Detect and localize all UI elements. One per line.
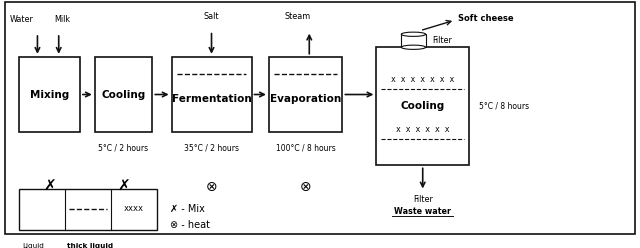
Text: Mixing: Mixing	[30, 90, 69, 99]
Text: x x x x x x: x x x x x x	[396, 125, 449, 134]
Text: ⊗: ⊗	[300, 180, 312, 194]
Bar	[269, 57, 342, 132]
Text: Soft cheese: Soft cheese	[458, 14, 514, 23]
Text: 5°C / 2 hours: 5°C / 2 hours	[99, 143, 148, 152]
Text: thick liquid: thick liquid	[67, 243, 113, 248]
Text: xxxx: xxxx	[124, 204, 144, 213]
Bar	[95, 57, 152, 132]
Ellipse shape	[401, 32, 426, 36]
Text: 35°C / 2 hours: 35°C / 2 hours	[184, 143, 239, 152]
Text: 5°C / 8 hours: 5°C / 8 hours	[479, 102, 529, 111]
Text: 100°C / 8 hours: 100°C / 8 hours	[276, 143, 335, 152]
Ellipse shape	[401, 45, 426, 49]
Text: Filter: Filter	[432, 36, 452, 45]
Text: ⊗ - heat: ⊗ - heat	[170, 220, 210, 230]
Text: ✗: ✗	[44, 179, 56, 194]
Text: Salt: Salt	[204, 12, 220, 21]
Bar	[401, 34, 426, 47]
Bar	[19, 189, 157, 230]
Text: Cooling: Cooling	[401, 101, 445, 111]
Text: Fermentation: Fermentation	[172, 94, 252, 104]
Text: Water: Water	[10, 15, 33, 24]
Text: Waste water: Waste water	[394, 207, 451, 216]
Text: Steam: Steam	[285, 12, 311, 21]
Text: Milk: Milk	[54, 15, 70, 24]
Bar	[19, 57, 80, 132]
Text: Cooling: Cooling	[101, 90, 146, 99]
Text: Filter: Filter	[413, 195, 433, 204]
Text: Evaporation: Evaporation	[270, 94, 341, 104]
Bar	[172, 57, 252, 132]
Text: ⊗: ⊗	[205, 180, 218, 194]
Text: x x x x x x x: x x x x x x x	[391, 75, 454, 84]
Bar	[376, 47, 469, 165]
Text: ✗ - Mix: ✗ - Mix	[170, 204, 204, 214]
Text: Liquid: Liquid	[22, 243, 44, 248]
Text: ✗: ✗	[117, 179, 130, 194]
